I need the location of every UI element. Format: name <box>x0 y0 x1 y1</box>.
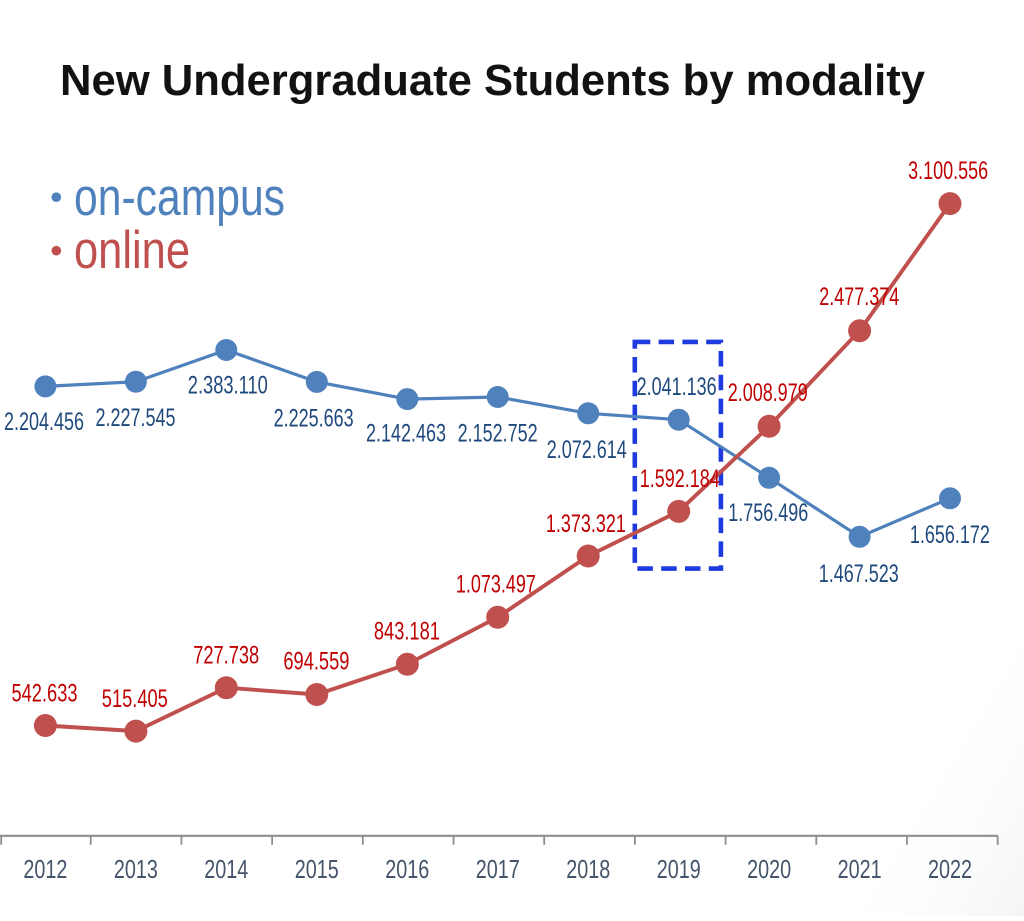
svg-text:1.592.184: 1.592.184 <box>640 465 720 493</box>
svg-text:2.227.545: 2.227.545 <box>96 404 176 432</box>
svg-text:2015: 2015 <box>295 854 339 884</box>
svg-text:515.405: 515.405 <box>102 685 168 713</box>
svg-text:1.756.496: 1.756.496 <box>728 499 808 527</box>
svg-text:2.072.614: 2.072.614 <box>547 436 627 464</box>
svg-text:2.477.374: 2.477.374 <box>819 283 899 311</box>
svg-text:New Undergraduate Students by: New Undergraduate Students by modality <box>60 56 926 105</box>
svg-text:2.142.463: 2.142.463 <box>366 420 446 448</box>
svg-text:1.073.497: 1.073.497 <box>456 570 536 598</box>
svg-text:2016: 2016 <box>385 854 429 884</box>
svg-text:2017: 2017 <box>476 854 520 884</box>
svg-text:2018: 2018 <box>566 854 610 884</box>
svg-text:2.383.110: 2.383.110 <box>188 371 268 399</box>
svg-text:1.656.172: 1.656.172 <box>910 521 990 549</box>
svg-text:542.633: 542.633 <box>12 679 78 707</box>
svg-text:2013: 2013 <box>114 854 158 884</box>
svg-text:2.152.752: 2.152.752 <box>458 420 538 448</box>
svg-text:1.467.523: 1.467.523 <box>819 560 899 588</box>
svg-text:2.041.136: 2.041.136 <box>637 373 717 401</box>
svg-text:online: online <box>74 221 190 280</box>
svg-text:3.100.556: 3.100.556 <box>908 157 988 185</box>
svg-text:2012: 2012 <box>23 854 67 884</box>
svg-text:2.008.979: 2.008.979 <box>728 379 808 407</box>
svg-text:727.738: 727.738 <box>193 642 259 670</box>
svg-text:2020: 2020 <box>747 854 791 884</box>
svg-text:2022: 2022 <box>928 854 972 884</box>
svg-text:694.559: 694.559 <box>283 647 349 675</box>
svg-text:2014: 2014 <box>204 854 248 884</box>
svg-text:2019: 2019 <box>657 854 701 884</box>
svg-text:2021: 2021 <box>838 854 882 884</box>
svg-text:1.373.321: 1.373.321 <box>546 510 626 538</box>
svg-text:on-campus: on-campus <box>74 168 285 227</box>
svg-text:2.204.456: 2.204.456 <box>4 408 84 436</box>
svg-text:843.181: 843.181 <box>374 618 440 646</box>
svg-text:2.225.663: 2.225.663 <box>274 405 354 433</box>
